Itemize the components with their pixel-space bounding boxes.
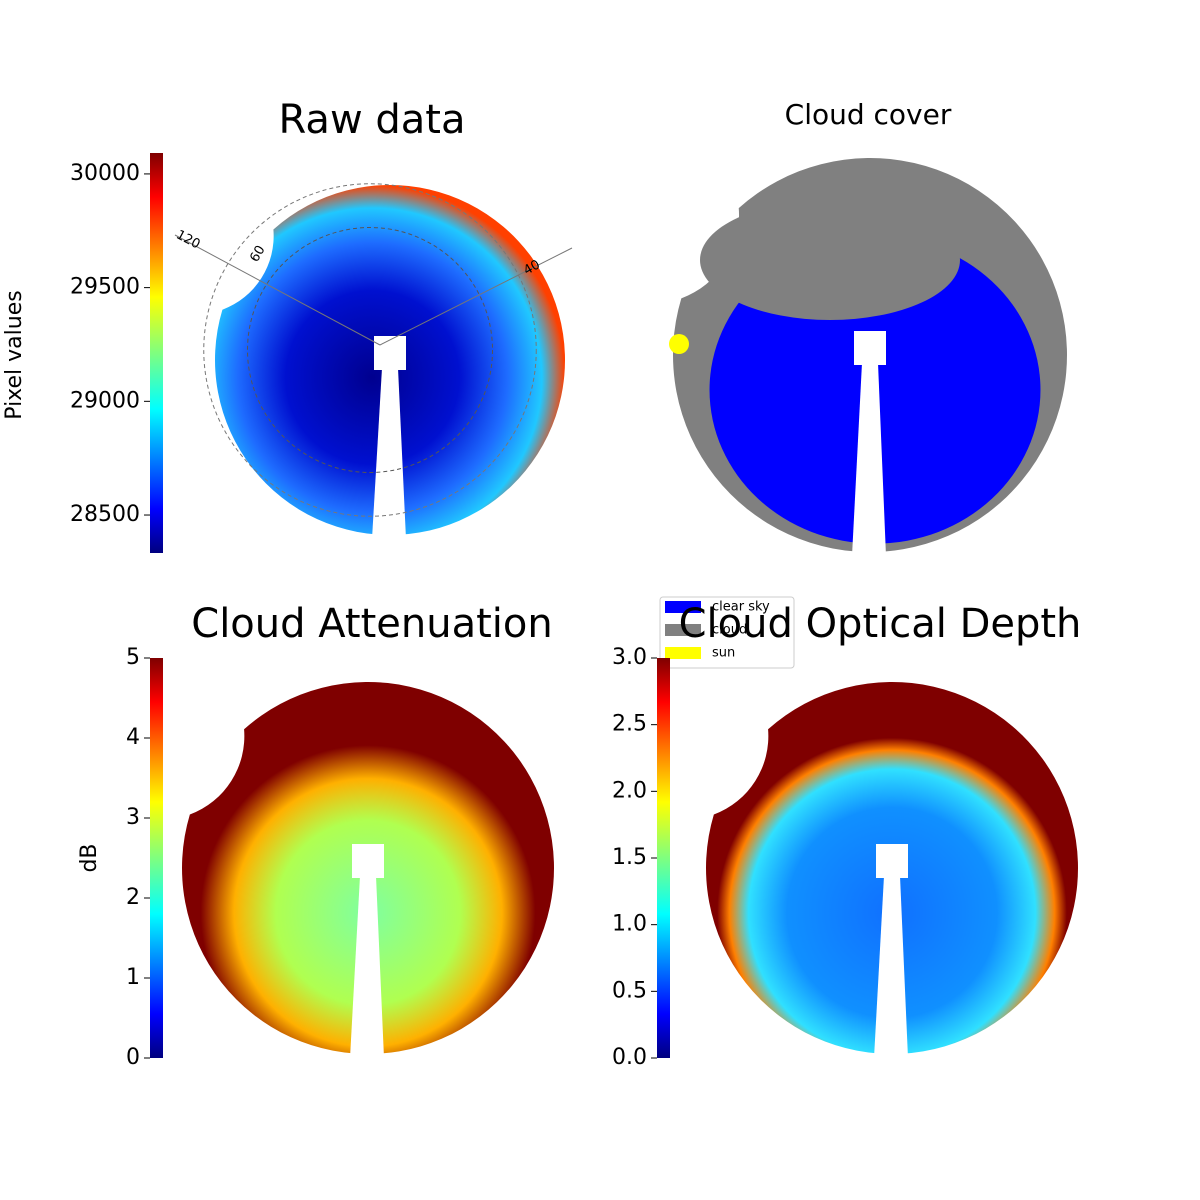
- colorbar: [150, 153, 163, 553]
- colorbar-tick-label: 2.0: [612, 778, 647, 803]
- legend-swatch: [665, 647, 701, 659]
- panel: Raw data 120 60 40 28500 29000 29500 30000 Pixel…: [2, 97, 573, 553]
- colorbar-tick-label: 2.5: [612, 712, 647, 737]
- mast-mask: [874, 876, 908, 1058]
- polar-label: 120: [174, 228, 203, 253]
- panel-title: Cloud cover: [785, 98, 952, 131]
- mast-head: [876, 844, 908, 878]
- panel: Cloud Optical Depth 0.0 0.5 1.0 1.5 2.0 2.5 3.0: [612, 601, 1081, 1070]
- colorbar: [657, 658, 670, 1058]
- panel-title: Raw data: [279, 97, 466, 143]
- colorbar-tick-label: 30000: [70, 161, 140, 186]
- colorbar-tick-label: 5: [126, 645, 140, 670]
- mast-head: [374, 336, 406, 370]
- cloud-region: [700, 200, 960, 320]
- legend-swatch: [665, 624, 701, 636]
- colorbar: [150, 658, 163, 1058]
- colorbar-tick-label: 0: [126, 1045, 140, 1070]
- polar-grid: [203, 183, 537, 517]
- panel-title: Cloud Attenuation: [191, 601, 552, 647]
- colorbar-tick-label: 3: [126, 805, 140, 830]
- colorbar-tick-label: 28500: [70, 502, 140, 527]
- colorbar-tick-label: 3.0: [612, 645, 647, 670]
- legend-label: sun: [712, 646, 735, 661]
- polar-axis: [174, 234, 381, 346]
- mast-mask: [372, 368, 406, 539]
- colorbar-tick-label: 29500: [70, 275, 140, 300]
- colorbar-label: Pixel values: [2, 290, 27, 419]
- sun: [669, 334, 689, 354]
- colorbar-tick-label: 1: [126, 965, 140, 990]
- colorbar-label: dB: [77, 843, 102, 872]
- mast-mask: [852, 363, 886, 556]
- polar-axis: [379, 247, 573, 346]
- colorbar-tick-label: 0.0: [612, 1045, 647, 1070]
- colorbar-tick-label: 0.5: [612, 978, 647, 1003]
- panel: Cloud cover clear sky cloud sun: [659, 98, 1067, 669]
- mast-mask: [350, 876, 384, 1058]
- polar-label: 40: [521, 257, 543, 278]
- mast-head: [352, 844, 384, 878]
- colorbar-tick-label: 1.0: [612, 912, 647, 937]
- mast-head: [854, 331, 886, 365]
- legend-label: clear sky: [712, 600, 770, 615]
- legend-label: cloud: [712, 623, 747, 638]
- colorbar-tick-label: 29000: [70, 388, 140, 413]
- panel: Cloud Attenuation 0 1 2 3 4 5 dB: [77, 601, 554, 1070]
- polar-grid: [247, 227, 493, 473]
- colorbar-tick-label: 4: [126, 725, 140, 750]
- colorbar-tick-label: 1.5: [612, 845, 647, 870]
- colorbar-tick-label: 2: [126, 885, 140, 910]
- legend-swatch: [665, 601, 701, 613]
- panel-title: Cloud Optical Depth: [679, 601, 1082, 647]
- polar-label: 60: [247, 243, 268, 265]
